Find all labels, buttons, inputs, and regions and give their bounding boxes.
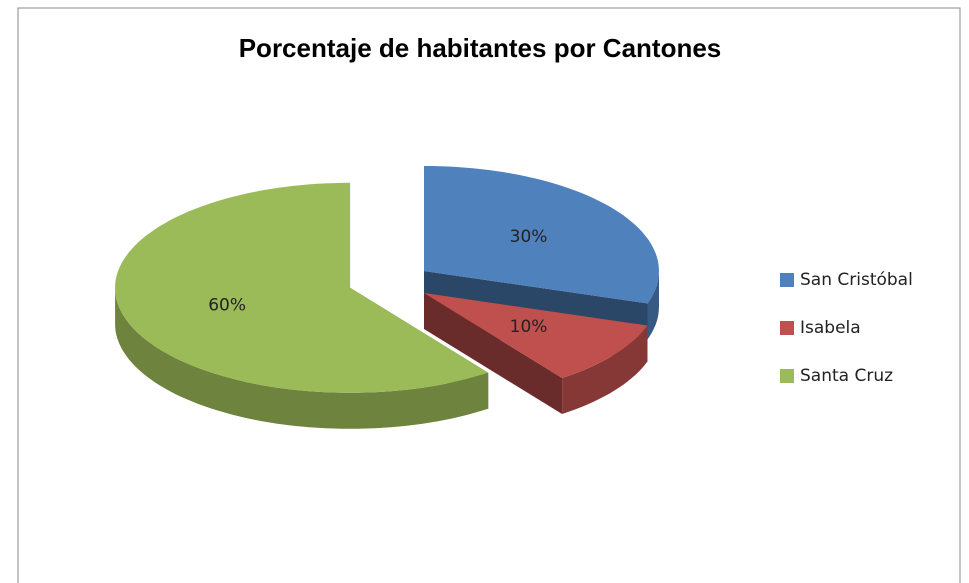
slice-side [647, 271, 659, 340]
slice [424, 293, 648, 378]
legend-swatch [780, 321, 794, 335]
data-label: 30% [510, 227, 548, 247]
chart-title: Porcentaje de habitantes por Cantones [239, 33, 722, 63]
slice [424, 166, 659, 304]
legend-label: San Cristóbal [800, 270, 913, 290]
slice-side [424, 293, 563, 414]
slice-side [115, 287, 489, 429]
data-label: 10% [510, 317, 548, 337]
slice [115, 182, 489, 393]
legend-swatch [780, 369, 794, 383]
legend-label: Santa Cruz [800, 366, 893, 386]
slice-side [562, 325, 648, 414]
legend-label: Isabela [800, 318, 861, 338]
legend-swatch [780, 273, 794, 287]
data-label: 60% [208, 296, 246, 316]
